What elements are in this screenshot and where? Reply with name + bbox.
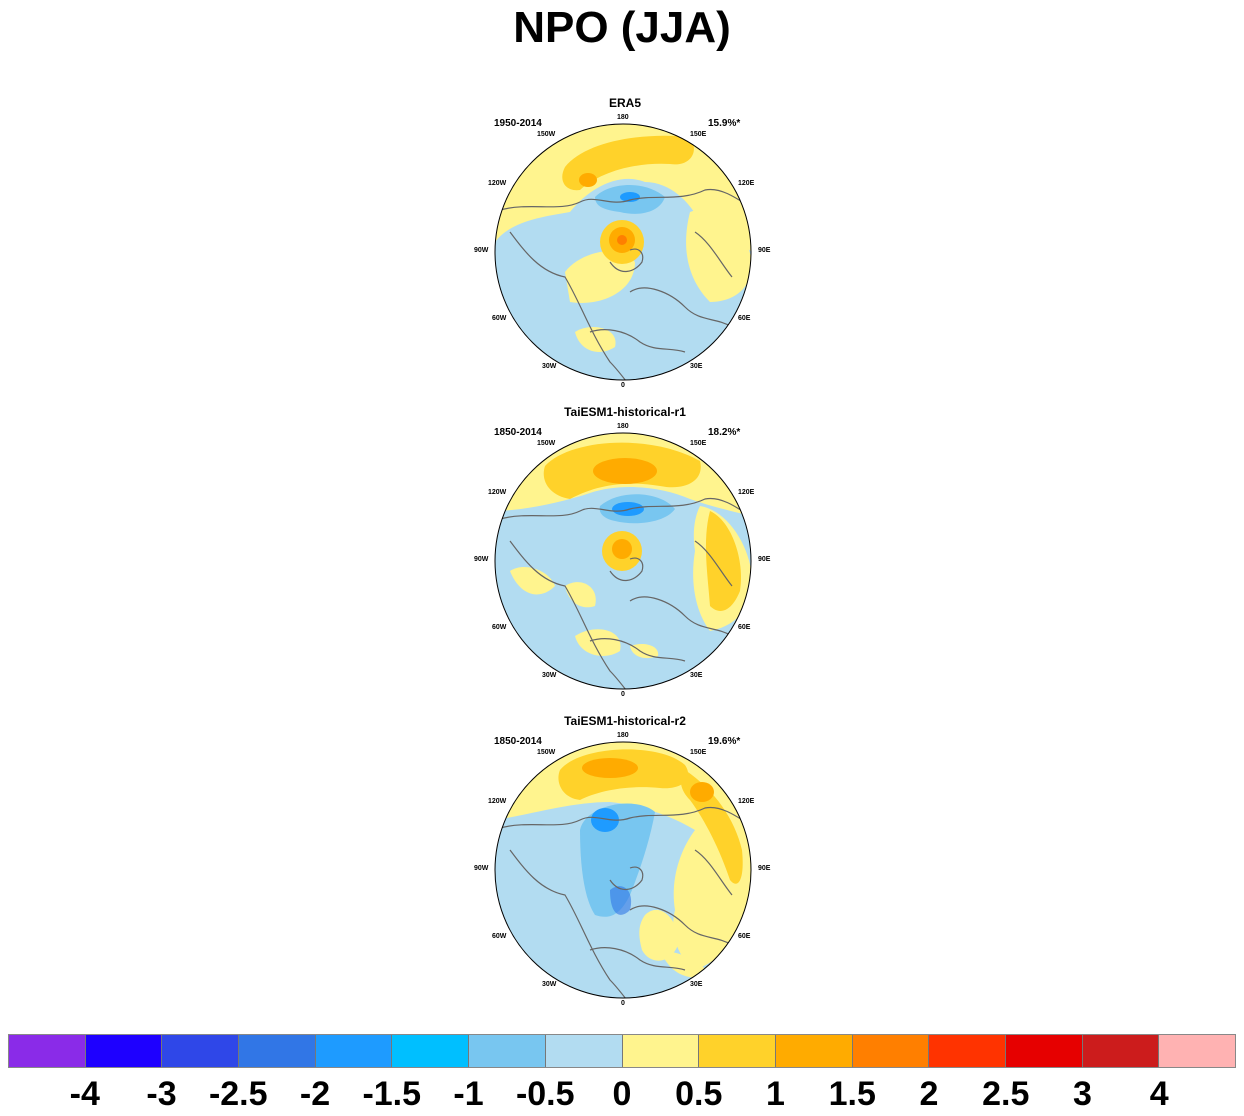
panel-title: TaiESM1-historical-r1 <box>564 405 686 419</box>
lon-label-60w: 60W <box>492 315 507 322</box>
colorbar-swatch <box>699 1035 776 1067</box>
lon-label-120w: 120W <box>488 489 507 496</box>
map-panel-r2: TaiESM1-historical-r2 1850-2014 19.6%* 1… <box>470 714 780 1010</box>
colorbar-tick-label: 3 <box>1073 1075 1092 1113</box>
lon-label-150e: 150E <box>690 749 707 756</box>
colorbar-tick-label: 1.5 <box>828 1075 876 1113</box>
figure-title: NPO (JJA) <box>513 3 731 52</box>
colorbar-swatch <box>929 1035 1006 1067</box>
panel-title: TaiESM1-historical-r2 <box>564 714 686 728</box>
lon-label-60w: 60W <box>492 624 507 631</box>
lon-label-30e: 30E <box>690 363 703 370</box>
colorbar-swatch <box>622 1035 700 1067</box>
lon-label-60w: 60W <box>492 933 507 940</box>
polar-map <box>494 432 752 690</box>
lon-label-180: 180 <box>617 732 629 739</box>
lon-label-150e: 150E <box>690 440 707 447</box>
lon-label-30w: 30W <box>542 363 557 370</box>
colorbar-tick-label: -4 <box>69 1075 100 1113</box>
colorbar-tick-label: -1 <box>453 1075 484 1113</box>
period-label: 1850-2014 <box>494 427 542 438</box>
colorbar-swatch <box>85 1035 163 1067</box>
period-label: 1850-2014 <box>494 736 542 747</box>
lon-label-180: 180 <box>617 423 629 430</box>
colorbar-tick-label: 0.5 <box>675 1075 723 1113</box>
polar-map <box>494 741 752 999</box>
lon-label-90e: 90E <box>758 556 771 563</box>
colorbar-tick-label: -0.5 <box>515 1075 575 1113</box>
colorbar-swatch <box>392 1035 470 1067</box>
variance-label: 18.2%* <box>708 427 741 438</box>
panel-title: ERA5 <box>608 96 641 110</box>
lon-label-90e: 90E <box>758 865 771 872</box>
lon-label-150w: 150W <box>537 131 556 138</box>
colorbar-tick-label: 0 <box>612 1075 632 1113</box>
lon-label-60e: 60E <box>738 624 751 631</box>
lon-label-30w: 30W <box>542 981 557 988</box>
lon-label-120w: 120W <box>488 798 507 805</box>
variance-label: 19.6%* <box>708 736 741 747</box>
colorbar-swatch <box>775 1035 853 1067</box>
colorbar-tick-label: -2.5 <box>208 1075 268 1113</box>
variance-label: 15.9%* <box>708 118 741 129</box>
colorbar-tick-label: -1.5 <box>362 1075 422 1113</box>
colorbar-tick-label: 1 <box>766 1075 785 1113</box>
lon-label-150e: 150E <box>690 131 707 138</box>
lon-label-120e: 120E <box>738 180 755 187</box>
colorbar-swatch <box>162 1035 240 1067</box>
lon-label-150w: 150W <box>537 440 556 447</box>
lon-label-120w: 120W <box>488 180 507 187</box>
colorbar-swatch <box>469 1035 546 1067</box>
colorbar-swatch <box>239 1035 316 1067</box>
lon-label-90w: 90W <box>474 247 489 254</box>
colorbar <box>8 1034 1236 1068</box>
polar-map <box>494 123 752 381</box>
lon-label-120e: 120E <box>738 798 755 805</box>
colorbar-swatch <box>545 1035 623 1067</box>
colorbar-swatch <box>1159 1035 1235 1067</box>
lon-label-90e: 90E <box>758 247 771 254</box>
lon-label-90w: 90W <box>474 865 489 872</box>
lon-label-30e: 30E <box>690 672 703 679</box>
lon-label-150w: 150W <box>537 749 556 756</box>
colorbar-tick-label: 2.5 <box>982 1075 1030 1113</box>
lon-label-0: 0 <box>621 691 625 698</box>
map-panel-era5: ERA5 1950-2014 15.9%* 180 150W 150E 120W… <box>470 96 780 392</box>
lon-label-0: 0 <box>621 1000 625 1007</box>
colorbar-tick-label: 2 <box>919 1075 939 1113</box>
colorbar-swatch <box>1005 1035 1083 1067</box>
colorbar-swatch <box>9 1035 86 1067</box>
lon-label-0: 0 <box>621 382 625 389</box>
lon-label-120e: 120E <box>738 489 755 496</box>
colorbar-swatch <box>315 1035 393 1067</box>
colorbar-tick-label: 4 <box>1149 1075 1169 1113</box>
lon-label-90w: 90W <box>474 556 489 563</box>
lon-label-60e: 60E <box>738 933 751 940</box>
colorbar-swatch <box>852 1035 930 1067</box>
map-panel-r1: TaiESM1-historical-r1 1850-2014 18.2%* 1… <box>470 405 780 701</box>
lon-label-30w: 30W <box>542 672 557 679</box>
colorbar-swatch <box>1082 1035 1160 1067</box>
lon-label-180: 180 <box>617 114 629 121</box>
period-label: 1950-2014 <box>494 118 542 129</box>
colorbar-tick-label: -2 <box>299 1075 331 1113</box>
lon-label-60e: 60E <box>738 315 751 322</box>
colorbar-tick-label: -3 <box>146 1075 177 1113</box>
lon-label-30e: 30E <box>690 981 703 988</box>
